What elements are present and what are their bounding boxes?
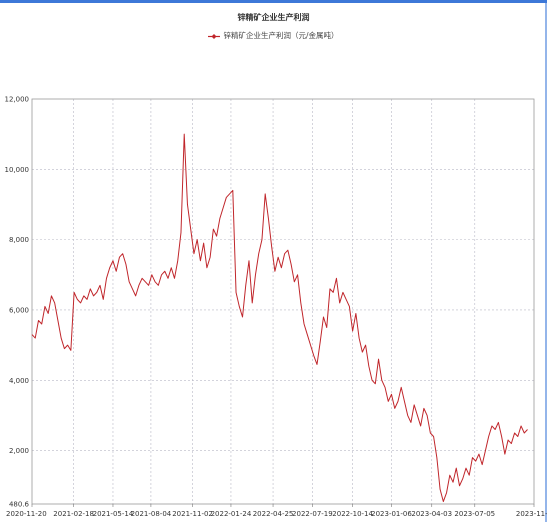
x-tick-label: 2021-11-02 xyxy=(172,510,213,518)
x-tick-label: 2023-01-06 xyxy=(371,510,412,518)
x-axis-ticks: 2020-11-20 2021-02-182021-05-142021-08-04… xyxy=(6,504,547,518)
x-tick-label: 2023-11-1 xyxy=(516,510,547,518)
x-tick-label: 2022-01-24 xyxy=(211,510,252,518)
y-tick-label: 480.6 xyxy=(9,501,30,509)
y-tick-label: 10,000 xyxy=(5,166,30,174)
y-axis-ticks: 480.6 2,000 4,000 6,000 8,000 10,000 12,000 xyxy=(5,96,30,509)
x-tick-label: 2021-08-04 xyxy=(131,510,172,518)
x-tick-label: 2022-07-19 xyxy=(292,510,333,518)
chart-title: 锌精矿企业生产利润 xyxy=(237,13,310,22)
grid-lines xyxy=(32,99,534,504)
x-tick-label: 2023-07-05 xyxy=(454,510,495,518)
x-tick-label: 2020-11-20 xyxy=(6,510,47,518)
axes xyxy=(31,98,535,505)
y-tick-label: 12,000 xyxy=(5,96,30,104)
x-tick-label: 2022-10-14 xyxy=(332,510,373,518)
y-tick-label: 6,000 xyxy=(9,306,29,314)
top-border xyxy=(0,0,547,3)
x-tick-label: 2022-04-25 xyxy=(253,510,294,518)
y-tick-label: 4,000 xyxy=(9,377,29,385)
x-tick-label: 2023-04-03 xyxy=(411,510,452,518)
legend-marker-icon xyxy=(208,33,221,39)
legend[interactable]: 锌精矿企业生产利润（元/金属吨） xyxy=(0,30,547,41)
legend-label: 锌精矿企业生产利润（元/金属吨） xyxy=(223,31,339,40)
plot-area-frame xyxy=(31,98,535,505)
series-line[interactable] xyxy=(31,133,528,503)
x-tick-label: 2021-05-14 xyxy=(93,510,134,518)
y-tick-label: 8,000 xyxy=(9,236,29,244)
series-group xyxy=(31,133,528,503)
y-tick-label: 2,000 xyxy=(9,447,29,455)
right-border xyxy=(545,0,547,522)
x-tick-label: 2021-02-18 xyxy=(53,510,94,518)
